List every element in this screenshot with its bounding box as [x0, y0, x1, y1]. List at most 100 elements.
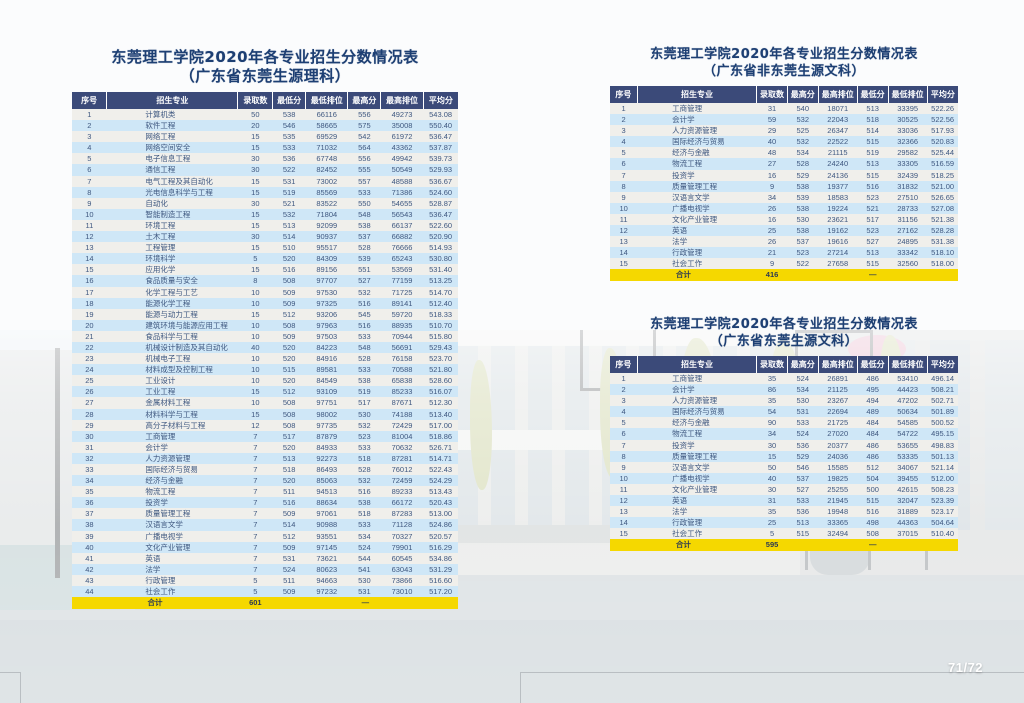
table-row: 15 应用化学 15 516 89156 551 53569 531.40 — [72, 264, 458, 276]
cell-value: 521 — [272, 197, 306, 209]
cell-value: 8 — [237, 275, 273, 287]
cell-value: 21115 — [818, 147, 858, 159]
cell-value: 538 — [272, 109, 306, 121]
cell-major-name: 会计学 — [637, 114, 757, 126]
cell-major-name: 电子信息工程 — [106, 153, 238, 165]
cell-value: 513.43 — [423, 486, 458, 498]
cell-value: 14 — [72, 253, 107, 265]
cell-value: 97503 — [305, 330, 348, 342]
cell-value: 10 — [237, 397, 273, 409]
cell-value: 36 — [72, 497, 107, 509]
cell-value: 89233 — [380, 486, 424, 498]
cell-value: 528 — [347, 464, 381, 476]
table-row: 7 投资学 30 536 20377 486 53655 498.83 — [610, 439, 958, 451]
cell-major-name: 英语 — [637, 225, 757, 237]
table-row: 24 材料成型及控制工程 10 515 89581 533 70588 521.80 — [72, 364, 458, 376]
table-row: 18 能源化学工程 10 509 97325 516 89141 512.40 — [72, 297, 458, 309]
cell-value: 59 — [756, 114, 788, 126]
table-row: 8 质量管理工程 15 529 24036 486 53335 501.13 — [610, 450, 958, 462]
table-row: 11 环境工程 15 513 92099 538 66137 522.60 — [72, 219, 458, 232]
cell-value: 10 — [610, 202, 638, 214]
cell-value: 87281 — [380, 452, 424, 464]
cell-value: 539 — [347, 253, 381, 265]
cell-value: 539.73 — [423, 153, 458, 165]
cell-value: 53410 — [888, 373, 928, 385]
total-label: 合计 — [72, 597, 238, 610]
cell-value: 94513 — [305, 486, 348, 498]
cell-value: 10 — [237, 330, 273, 342]
table-row: 34 经济与金融 7 520 85063 532 72459 524.29 — [72, 475, 458, 487]
cell-value: 510.40 — [927, 528, 958, 540]
table-row: 3 人力资源管理 29 525 26347 514 33036 517.93 — [610, 125, 958, 137]
cell-value: 531.29 — [423, 563, 458, 575]
cell-value: 7 — [237, 541, 273, 553]
col-header-count: 录取数 — [756, 86, 788, 103]
cell-value: 97530 — [305, 286, 348, 298]
cell-value: 530.80 — [423, 253, 458, 265]
cell-value: 504.64 — [927, 517, 958, 529]
cell-value: 19825 — [818, 472, 858, 484]
cell-value: 28733 — [888, 202, 928, 214]
bottom-rule-horizontal-right — [521, 672, 1024, 673]
cell-value: 23 — [72, 353, 107, 365]
cell-value: 32560 — [888, 258, 928, 270]
cell-value: 19377 — [818, 180, 858, 192]
cell-value: 500.52 — [927, 417, 958, 429]
table-header-row: 序号 招生专业 录取数 最低分 最低排位 最高分 最高排位 平均分 — [72, 92, 458, 109]
cell-value: 15 — [237, 386, 273, 398]
total-count: 601 — [237, 597, 273, 610]
cell-value: 32366 — [888, 136, 928, 148]
cell-value: 533 — [347, 364, 381, 376]
cell-value: 84933 — [305, 441, 348, 453]
cell-value: 97963 — [305, 319, 348, 331]
cell-value: 532 — [347, 419, 381, 431]
cell-value: 533 — [787, 495, 819, 507]
cell-value: 531 — [787, 406, 819, 418]
cell-value: 498.83 — [927, 439, 958, 451]
table-row: 35 物流工程 7 511 94513 516 89233 513.43 — [72, 486, 458, 498]
cell-value: 512.00 — [927, 472, 958, 484]
cell-value: 508 — [272, 397, 306, 409]
cell-value: 33 — [72, 464, 107, 476]
cell-value: 509 — [272, 297, 306, 309]
cell-value: 7 — [237, 430, 273, 442]
cell-major-name: 材料成型及控制工程 — [106, 364, 238, 376]
cell-value: 512 — [857, 461, 889, 473]
cell-value: 530 — [787, 213, 819, 226]
cell-value: 518 — [347, 508, 381, 520]
cell-value: 44363 — [888, 517, 928, 529]
cell-value: 501.89 — [927, 406, 958, 418]
cell-value: 512 — [272, 386, 306, 398]
cell-value: 31 — [72, 441, 107, 453]
title-line-1: 东莞理工学院2020年各专业招生分数情况表 — [650, 317, 918, 332]
cell-value: 528 — [787, 158, 819, 170]
cell-value: 9 — [610, 191, 638, 203]
cell-value: 515 — [857, 258, 889, 270]
table-block-dongguan-arts: 东莞理工学院2020年各专业招生分数情况表 （广东省东莞生源文科） 序号 招生专… — [610, 316, 958, 552]
cell-value: 7 — [237, 497, 273, 509]
cell-value: 53335 — [888, 450, 928, 462]
cell-value: 15 — [237, 242, 273, 254]
total-count: 595 — [756, 539, 788, 552]
cell-value: 513.00 — [423, 508, 458, 520]
cell-value: 49942 — [380, 153, 424, 165]
cell-major-name: 网络工程 — [106, 131, 238, 143]
cell-value: 13 — [610, 506, 638, 518]
cell-value: 90937 — [305, 231, 348, 243]
bottom-rule-vertical-left — [20, 672, 21, 703]
cell-major-name: 经济与金融 — [637, 147, 757, 159]
cell-value: 3 — [610, 395, 638, 407]
cell-value: 26 — [756, 236, 788, 248]
cell-value: 13 — [72, 242, 107, 254]
cell-major-name: 环境工程 — [106, 219, 238, 232]
cell-value: 521.80 — [423, 364, 458, 376]
table-body: 1 计算机类 50 538 66116 556 49273 543.08 2 软件工程 20 546 5… — [72, 109, 458, 598]
col-header-avg: 平均分 — [927, 356, 958, 373]
cell-value: 20 — [72, 319, 107, 331]
cell-value: 43 — [72, 574, 107, 587]
cell-value: 90988 — [305, 519, 348, 531]
table-row: 8 光电信息科学与工程 15 519 85569 533 71386 524.60 — [72, 186, 458, 198]
cell-value: 18 — [72, 297, 107, 309]
cell-major-name: 工业设计 — [106, 375, 238, 387]
cell-value: 29582 — [888, 147, 928, 159]
